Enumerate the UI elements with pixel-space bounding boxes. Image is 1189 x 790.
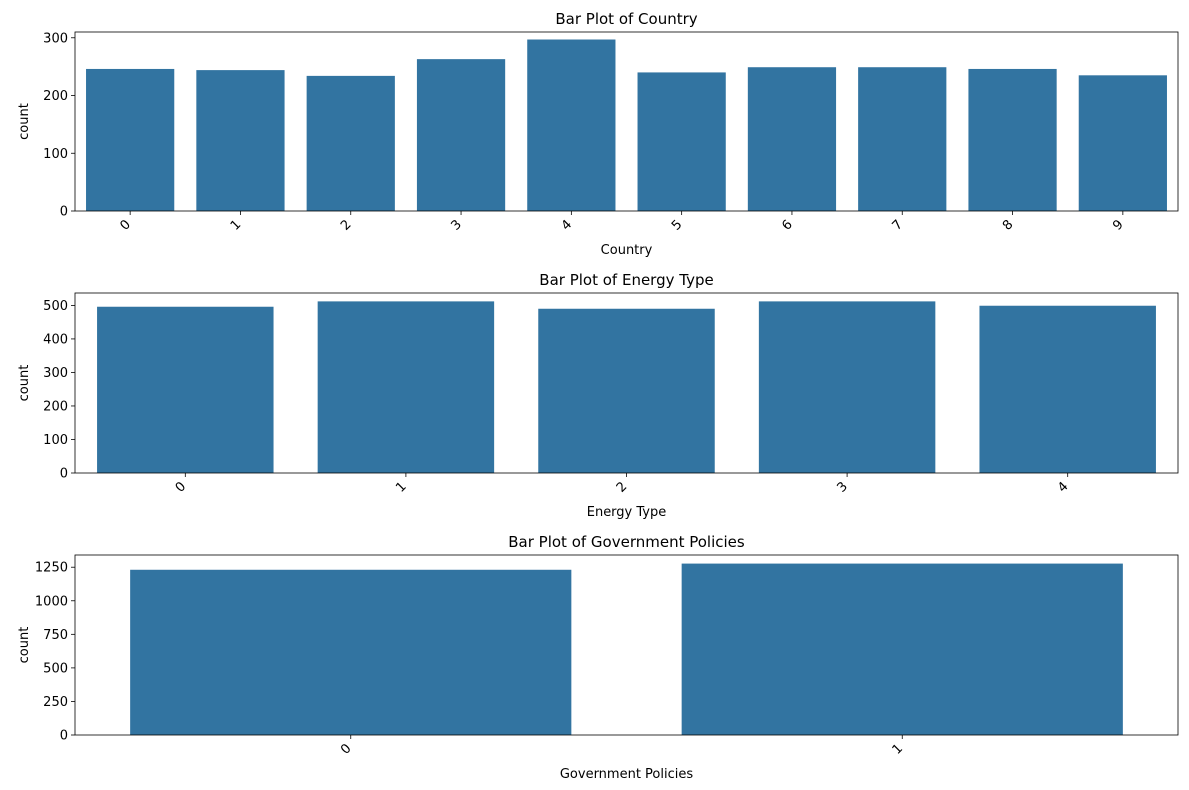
bar-2 [306,75,395,211]
chart-title: Bar Plot of Energy Type [539,271,713,289]
y-axis-label: count [17,103,32,140]
y-tick-label: 200 [43,399,68,414]
bar-3 [758,301,936,473]
y-tick-label: 500 [43,299,68,314]
axes-frame [74,554,1179,736]
chart-title: Bar Plot of Country [555,10,697,28]
y-tick-label: 100 [43,433,68,448]
bar-1 [681,563,1123,735]
y-tick-label: 300 [43,31,68,46]
bar-1 [196,70,285,211]
x-axis-label: Government Policies [560,767,694,782]
bar-7 [858,67,947,211]
y-tick-label: 0 [60,729,68,744]
bar-0 [86,68,175,211]
bar-1 [317,301,495,473]
y-tick-label: 750 [43,628,68,643]
x-axis-label: Country [601,243,653,258]
subplot-3: Bar Plot of Government Policies 0 250 500 75… [17,533,1179,782]
y-axis-label: count [17,627,32,664]
bar-8 [968,68,1057,211]
x-axis-label: Energy Type [587,505,667,520]
y-tick-label: 100 [43,147,68,162]
axes-frame [74,292,1179,474]
y-tick-label: 0 [60,205,68,220]
axes-frame [74,31,1179,212]
bar-6 [747,67,837,211]
bar-4 [979,305,1156,473]
bar-5 [637,72,726,211]
y-tick-label: 1000 [35,594,68,609]
bar-9 [1078,75,1167,211]
y-tick-label: 300 [43,366,68,381]
y-tick-label: 500 [43,661,68,676]
y-tick-label: 400 [43,332,68,347]
y-tick-label: 0 [60,467,68,482]
bar-3 [416,59,506,211]
bar-0 [97,306,274,473]
bar-4 [527,39,616,212]
y-tick-label: 200 [43,89,68,104]
chart-title: Bar Plot of Government Policies [508,533,745,551]
y-tick-label: 250 [43,695,68,710]
bar-0 [130,569,572,735]
y-axis-label: count [17,365,32,402]
y-tick-label: 1250 [35,561,68,576]
bar-2 [538,308,715,473]
